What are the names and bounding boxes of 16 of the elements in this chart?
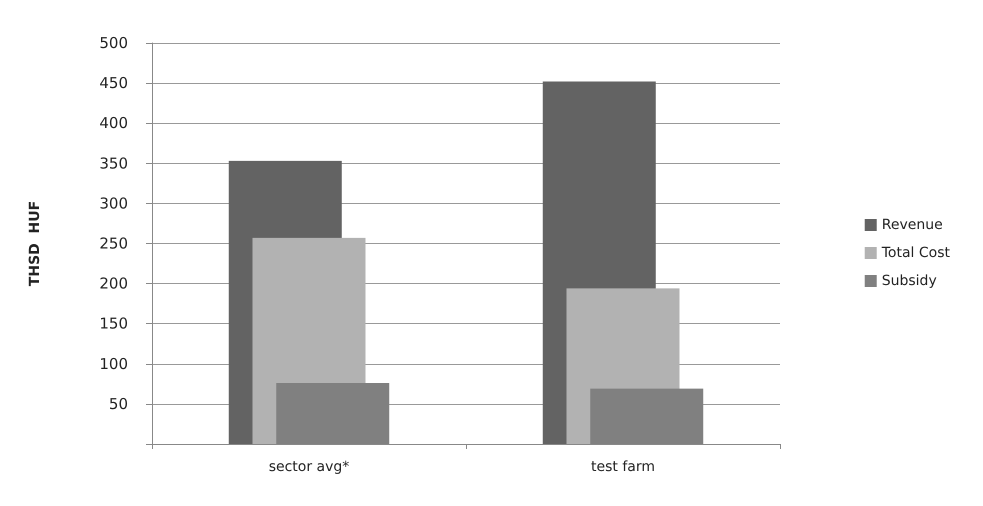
legend-label: Total Cost bbox=[880, 245, 951, 261]
y-tick-label: 300 bbox=[99, 194, 128, 212]
y-tick-label: 500 bbox=[99, 34, 128, 52]
y-tick-label: 450 bbox=[99, 74, 128, 92]
legend-label: Revenue bbox=[882, 217, 943, 233]
y-tick-label: 150 bbox=[99, 314, 128, 333]
y-tick-label: 400 bbox=[99, 114, 128, 132]
x-tick-label: test farm bbox=[591, 459, 655, 475]
y-tick-label: 350 bbox=[99, 154, 128, 172]
y-tick-label: 100 bbox=[99, 354, 128, 373]
x-tick-label: sector avg* bbox=[268, 459, 350, 475]
y-tick-label: 200 bbox=[99, 274, 128, 293]
legend-label: Subsidy bbox=[882, 273, 937, 289]
y-axis-title: THSD HUF bbox=[27, 200, 43, 286]
y-tick-label: 50 bbox=[108, 394, 128, 413]
y-tick-label: 250 bbox=[99, 234, 128, 252]
